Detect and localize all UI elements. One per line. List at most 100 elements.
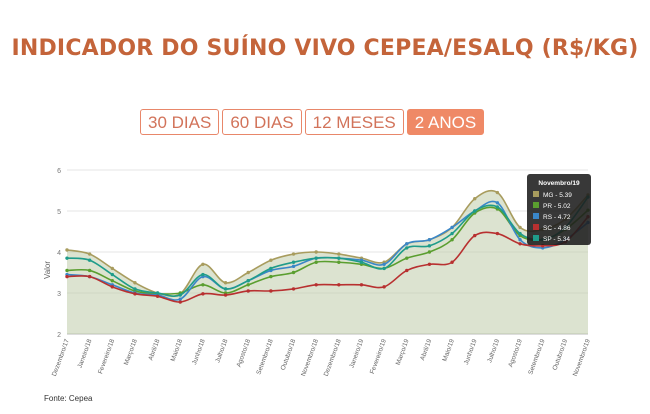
- data-point-sc: [246, 289, 250, 293]
- data-point-sp: [110, 272, 115, 277]
- data-point-rs: [427, 238, 432, 242]
- data-point-rs: [405, 242, 409, 246]
- data-point-mg: [223, 281, 228, 285]
- data-point-sc: [495, 231, 500, 236]
- data-point-sp: [223, 287, 228, 291]
- data-point-sc: [405, 268, 409, 273]
- x-tick-label: Setembro/19: [527, 338, 546, 376]
- x-tick-label: Junho/18: [191, 338, 207, 366]
- data-point-sp: [382, 266, 386, 271]
- data-point-rs: [382, 262, 386, 266]
- series-line-sc: [66, 216, 589, 303]
- x-tick-label: Março/19: [395, 338, 411, 366]
- y-axis-label: Valor: [43, 261, 52, 279]
- tooltip-swatch: [533, 224, 539, 230]
- data-point-sp: [269, 266, 273, 271]
- data-point-mg: [314, 250, 318, 254]
- data-point-pr: [314, 260, 318, 264]
- data-point-sp: [450, 231, 454, 236]
- data-point-rs: [518, 238, 522, 242]
- y-tick-label: 2: [57, 332, 61, 339]
- series-line-pr: [66, 206, 589, 295]
- data-point-sc: [133, 292, 137, 296]
- x-tick-label: Maio/19: [441, 338, 456, 362]
- data-point-sc: [269, 289, 273, 293]
- data-point-pr: [65, 268, 69, 273]
- data-point-sc: [223, 293, 228, 297]
- tooltip-title: Novembro/19: [538, 180, 580, 187]
- x-tick-label: Fevereiro/19: [369, 338, 388, 375]
- data-point-sp: [405, 246, 409, 250]
- data-point-sp: [65, 256, 69, 260]
- data-point-mg: [201, 262, 205, 266]
- data-point-sc: [110, 285, 115, 289]
- x-tick-label: Outubro/18: [280, 338, 298, 371]
- data-point-mg: [133, 281, 137, 285]
- x-tick-label: Julho/19: [486, 338, 501, 364]
- tooltip-box: [527, 174, 591, 245]
- data-point-sc: [291, 287, 296, 291]
- x-tick-label: Abril/18: [147, 338, 161, 361]
- data-point-pr: [246, 283, 250, 287]
- y-tick-label: 3: [57, 291, 61, 298]
- data-point-mg: [495, 190, 500, 195]
- tab-12-meses[interactable]: 12 MESES: [304, 109, 404, 135]
- data-point-pr: [87, 268, 92, 273]
- data-point-sp: [314, 256, 318, 260]
- x-tick-label: Janeiro/19: [348, 338, 365, 369]
- data-point-sc: [359, 283, 364, 287]
- x-tick-label: Janeiro/18: [77, 338, 94, 369]
- tab-60-dias[interactable]: 60 DIAS: [222, 109, 302, 135]
- y-tick-label: 5: [57, 209, 61, 216]
- page-title: INDICADOR DO SUÍNO VIVO CEPEA/ESALQ (R$/…: [11, 36, 639, 61]
- x-tick-label: Dezembro/17: [51, 338, 71, 377]
- data-point-sp: [87, 258, 92, 262]
- x-tick-label: Março/18: [123, 338, 139, 366]
- data-point-pr: [201, 283, 205, 287]
- data-point-sp: [178, 293, 182, 297]
- data-point-mg: [110, 266, 115, 271]
- data-point-pr: [450, 238, 454, 242]
- tooltip-entry: SP - 5.34: [543, 236, 570, 243]
- x-tick-label: Dezembro/18: [323, 338, 343, 377]
- tooltip-swatch: [533, 191, 539, 197]
- data-point-sc: [518, 242, 522, 246]
- data-point-sp: [427, 244, 432, 248]
- data-point-sc: [473, 233, 477, 238]
- data-point-sp: [337, 256, 341, 260]
- x-tick-label: Fevereiro/18: [97, 338, 116, 375]
- x-tick-label: Junho/19: [463, 338, 479, 366]
- source-note: Fonte: Cepea: [44, 394, 93, 403]
- data-point-mg: [518, 225, 522, 230]
- data-point-sc: [314, 283, 318, 287]
- x-tick-label: Agosto/19: [507, 338, 524, 368]
- data-point-sp: [201, 272, 205, 277]
- data-point-pr: [269, 274, 273, 279]
- data-point-sp: [291, 260, 296, 264]
- data-point-mg: [246, 270, 250, 275]
- data-point-sc: [65, 274, 69, 279]
- x-tick-label: Maio/18: [170, 338, 185, 362]
- data-point-sp: [246, 279, 250, 283]
- x-tick-label: Agosto/18: [236, 338, 253, 368]
- tooltip-swatch: [533, 213, 539, 219]
- data-point-rs: [450, 225, 454, 230]
- data-point-sc: [450, 260, 454, 264]
- data-point-sc: [427, 262, 432, 266]
- tooltip-swatch: [533, 202, 539, 208]
- tab-2-anos[interactable]: 2 ANOS: [406, 109, 485, 135]
- tooltip-entry: MG - 5.39: [543, 192, 572, 199]
- tab-30-dias[interactable]: 30 DIAS: [140, 109, 220, 135]
- y-tick-label: 6: [57, 168, 61, 175]
- data-point-mg: [269, 258, 273, 262]
- x-tick-label: Setembro/18: [255, 338, 274, 376]
- x-tick-label: Novembro/18: [300, 338, 320, 377]
- data-point-sc: [178, 300, 182, 304]
- x-tick-label: Abril/19: [419, 338, 433, 361]
- data-point-mg: [291, 252, 296, 256]
- y-tick-label: 4: [57, 250, 61, 257]
- data-point-rs: [495, 201, 500, 205]
- tooltip-entry: SC - 4.86: [543, 225, 571, 232]
- tooltip-entry: RS - 4.72: [543, 214, 571, 221]
- data-point-rs: [291, 264, 296, 269]
